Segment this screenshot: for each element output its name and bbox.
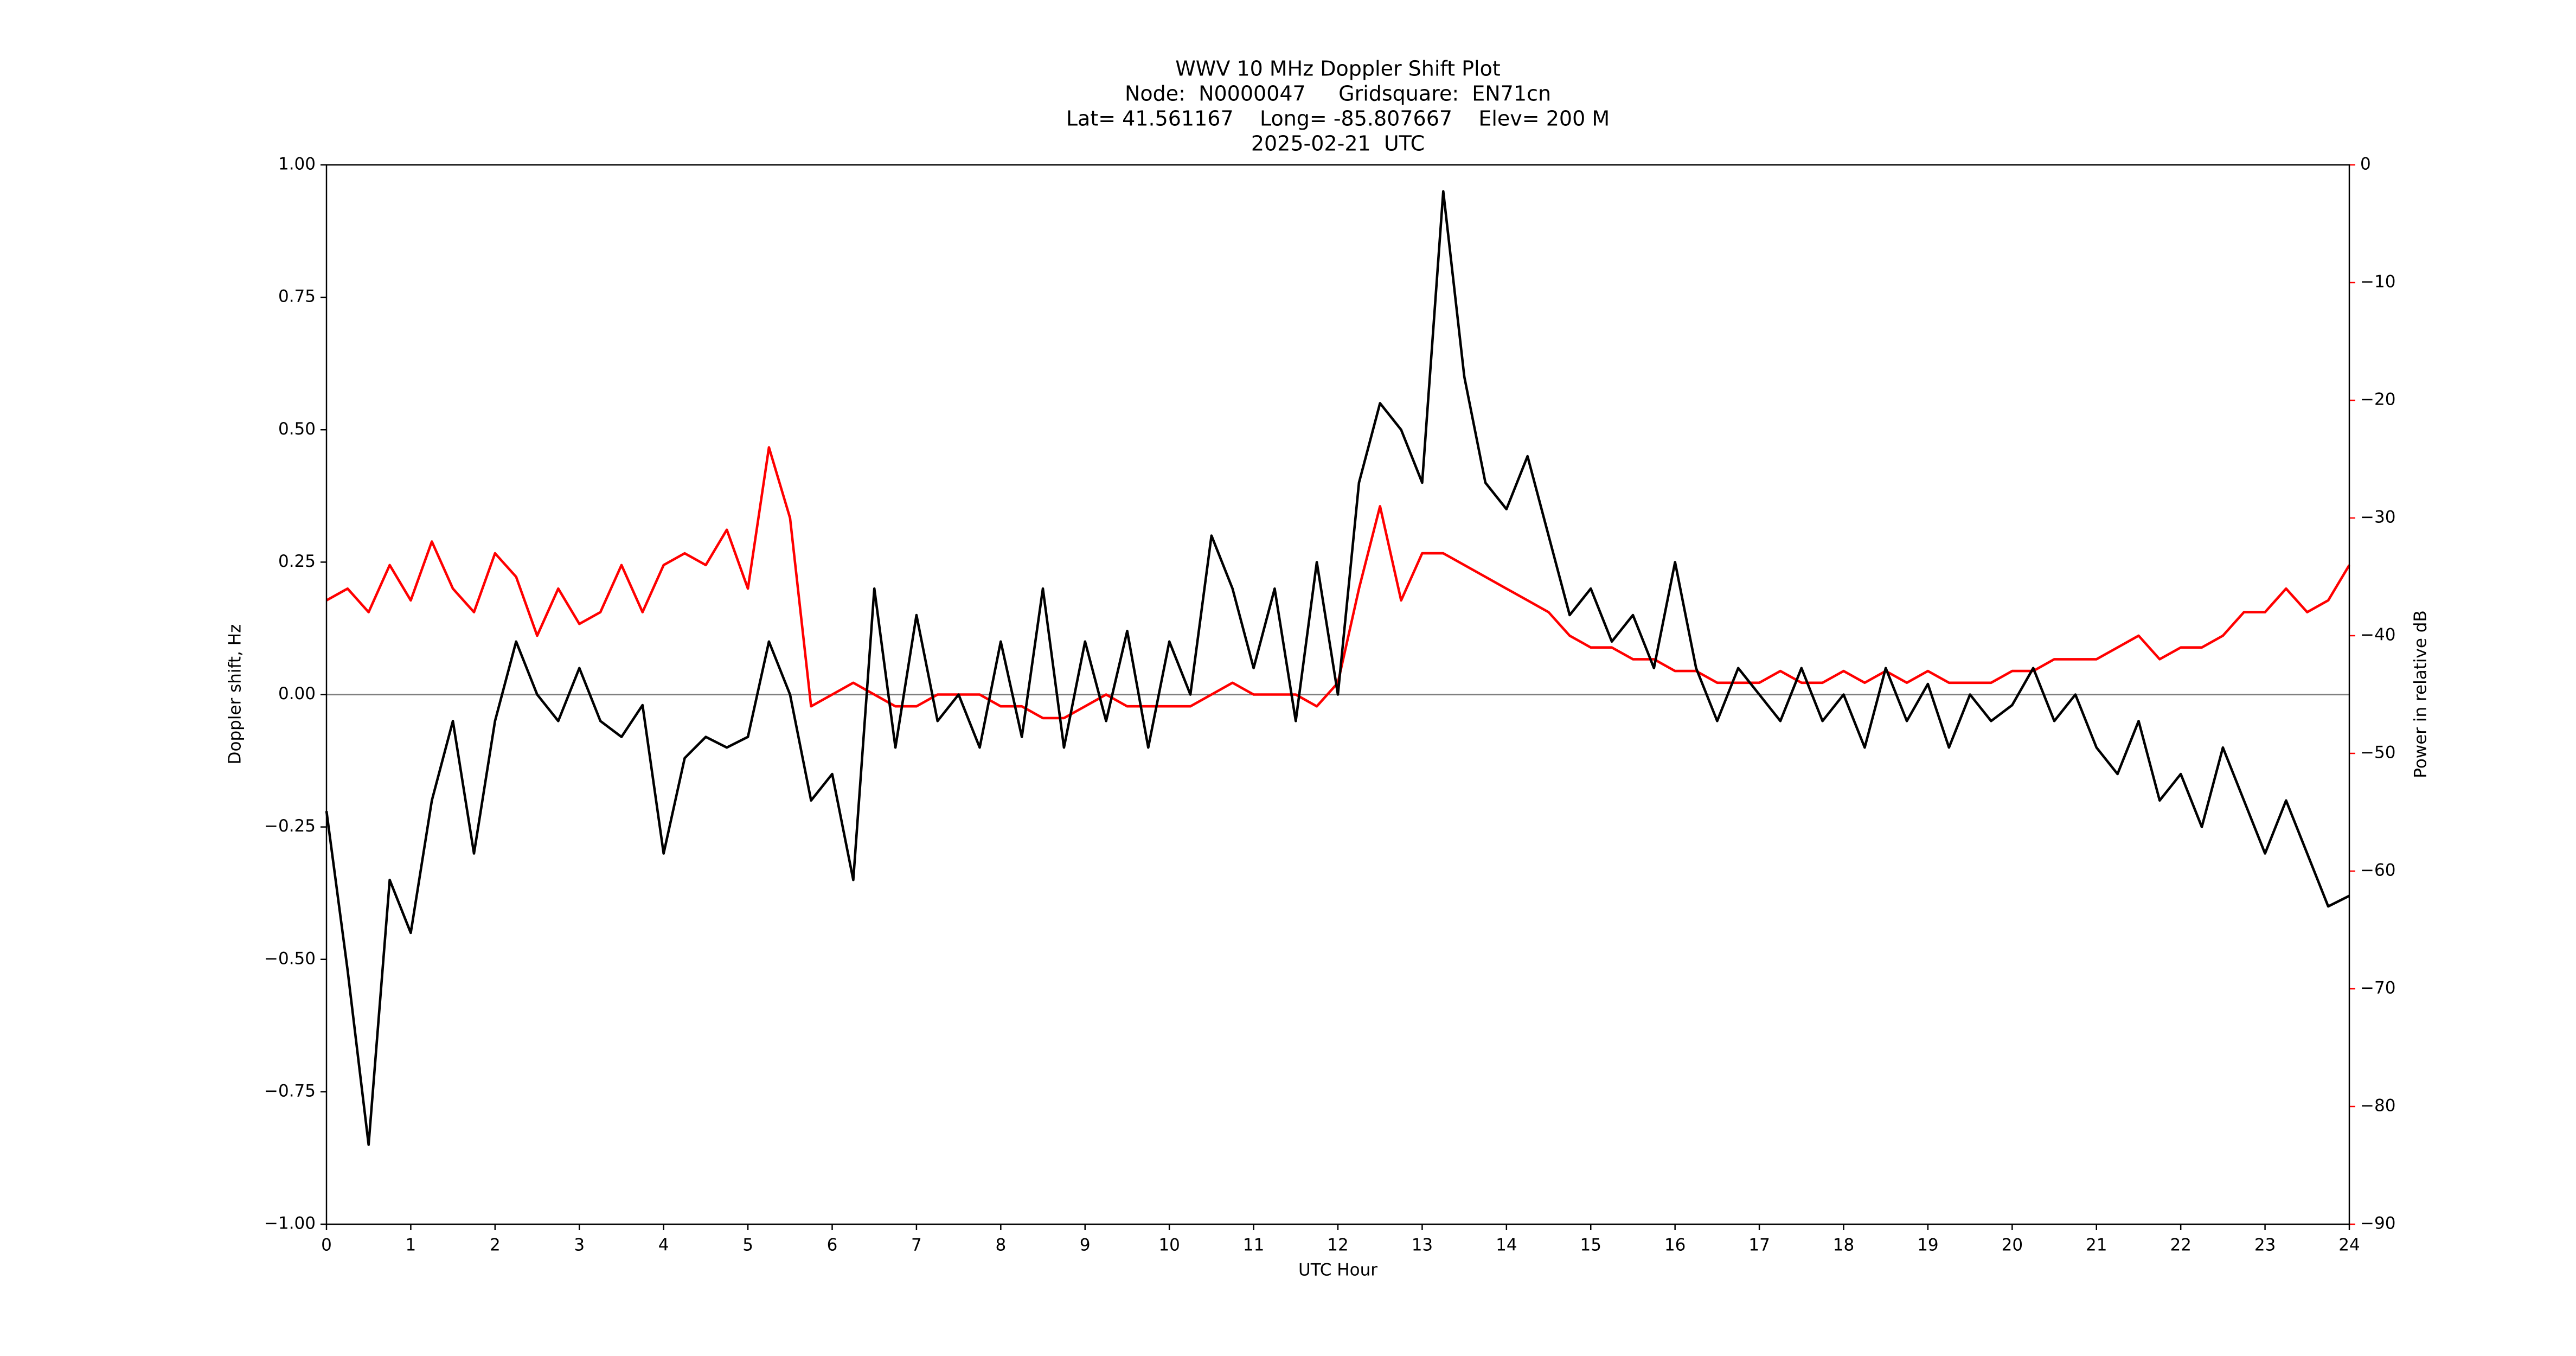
y2-tick-label: −50 [2360,743,2395,763]
y-tick-label: −1.00 [264,1214,316,1233]
x-tick-label: 2 [490,1236,501,1255]
chart-title: WWV 10 MHz Doppler Shift Plot [1175,57,1501,81]
y-tick-label: −0.25 [264,816,316,836]
chart-subtitle: Lat= 41.561167 Long= -85.807667 Elev= 20… [1066,107,1610,131]
y-tick-label: −0.75 [264,1081,316,1101]
x-tick-label: 6 [827,1236,838,1255]
y2-tick-label: 0 [2360,155,2371,174]
x-tick-label: 11 [1243,1236,1264,1255]
series-line [325,190,2350,1146]
x-axis-label: UTC Hour [1298,1261,1377,1280]
y-tick-label: 0.75 [278,287,316,306]
x-tick-label: 3 [574,1236,585,1255]
chart-subtitle: 2025-02-21 UTC [1251,132,1425,156]
x-tick-label: 14 [1496,1236,1517,1255]
x-tick-label: 15 [1580,1236,1601,1255]
y2-tick-label: −70 [2360,978,2395,998]
y-axis-label: Doppler shift, Hz [226,624,245,765]
y-tick-label: 0.50 [278,419,316,439]
y2-tick-label: −60 [2360,861,2395,880]
y2-tick-label: −40 [2360,625,2395,645]
y-tick-label: −0.50 [264,949,316,968]
x-tick-label: 19 [1917,1236,1938,1255]
x-tick-label: 23 [2254,1236,2276,1255]
y2-axis-label: Power in relative dB [2411,610,2431,778]
x-tick-label: 1 [406,1236,416,1255]
y2-tick-label: −30 [2360,508,2395,527]
x-tick-label: 5 [742,1236,753,1255]
x-tick-label: 20 [2002,1236,2023,1255]
y-tick-label: 0.25 [278,552,316,571]
x-tick-label: 21 [2086,1236,2107,1255]
x-tick-label: 17 [1748,1236,1770,1255]
x-tick-label: 13 [1412,1236,1433,1255]
x-tick-label: 10 [1158,1236,1180,1255]
y2-tick-label: −90 [2360,1214,2395,1233]
y-tick-label: 0.00 [278,684,316,703]
series-line [325,446,2350,720]
plot-frame [325,164,2350,1225]
y2-tick-label: −10 [2360,272,2395,292]
x-tick-label: 16 [1664,1236,1686,1255]
x-tick-label: 0 [321,1236,332,1255]
x-tick-label: 22 [2170,1236,2191,1255]
x-tick-label: 24 [2338,1236,2360,1255]
y2-tick-label: −20 [2360,390,2395,410]
chart-subtitle: Node: N0000047 Gridsquare: EN71cn [1125,82,1551,106]
x-tick-label: 8 [995,1236,1006,1255]
x-tick-label: 7 [911,1236,922,1255]
y2-tick-label: −80 [2360,1096,2395,1116]
x-tick-label: 9 [1080,1236,1091,1255]
x-tick-label: 12 [1327,1236,1348,1255]
y-tick-label: 1.00 [278,155,316,174]
x-tick-label: 18 [1833,1236,1854,1255]
x-tick-label: 4 [658,1236,669,1255]
